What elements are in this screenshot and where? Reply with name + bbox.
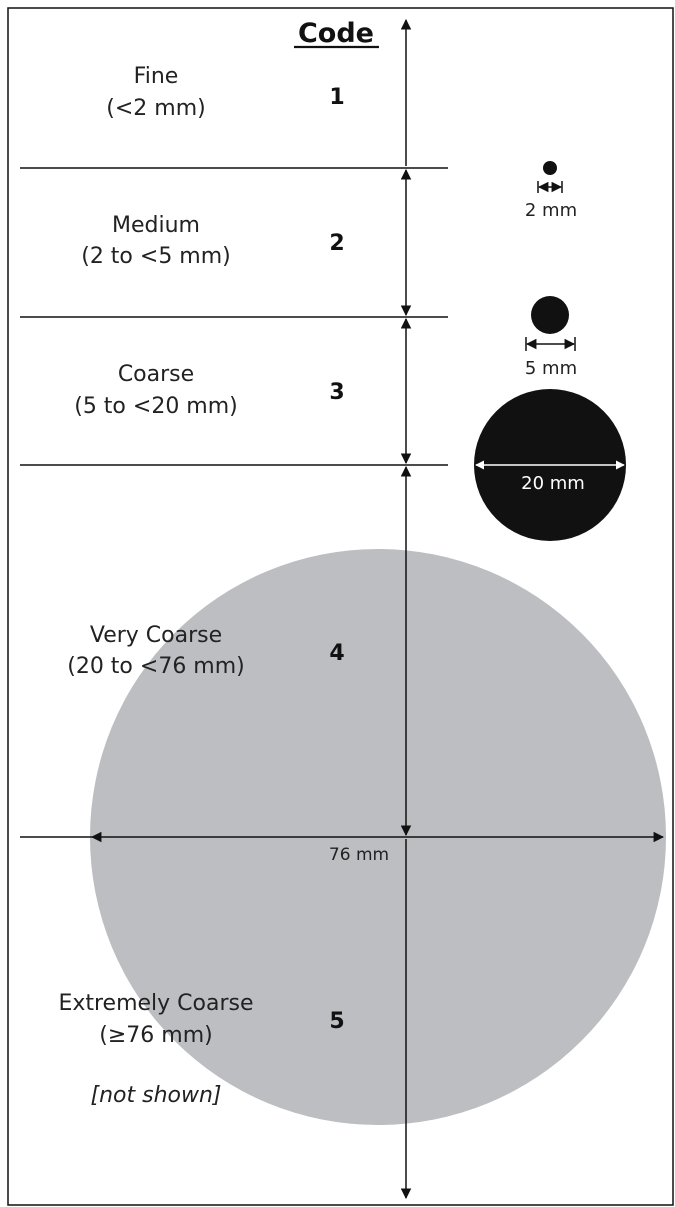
frame: [7, 7, 674, 1206]
category-very-coarse-name: Very Coarse: [90, 623, 222, 648]
measure-76mm-label: 76 mm: [329, 845, 389, 865]
category-extremely-coarse-name: Extremely Coarse: [58, 991, 253, 1016]
code-5: 5: [329, 1009, 344, 1034]
category-fine-name: Fine: [134, 64, 179, 89]
category-medium-name: Medium: [112, 213, 200, 238]
measure-20mm-label: 20 mm: [521, 473, 585, 494]
category-extremely-coarse-range: (≥76 mm): [99, 1023, 212, 1048]
category-coarse-range: (5 to <20 mm): [74, 394, 238, 419]
code-2: 2: [329, 231, 344, 256]
category-medium-range: (2 to <5 mm): [81, 244, 231, 269]
medium-particle-circle: [531, 296, 569, 334]
code-header: Code: [298, 18, 374, 49]
category-coarse-name: Coarse: [118, 362, 194, 387]
not-shown-note: [not shown]: [91, 1083, 222, 1108]
category-fine-range: (<2 mm): [106, 96, 205, 121]
measure-2mm-label: 2 mm: [525, 200, 577, 221]
measure-5mm-label: 5 mm: [525, 358, 577, 379]
category-very-coarse-range: (20 to <76 mm): [67, 654, 245, 679]
code-3: 3: [329, 380, 344, 405]
fine-particle-circle: [543, 161, 557, 175]
code-4: 4: [329, 641, 344, 666]
code-1: 1: [329, 85, 344, 110]
